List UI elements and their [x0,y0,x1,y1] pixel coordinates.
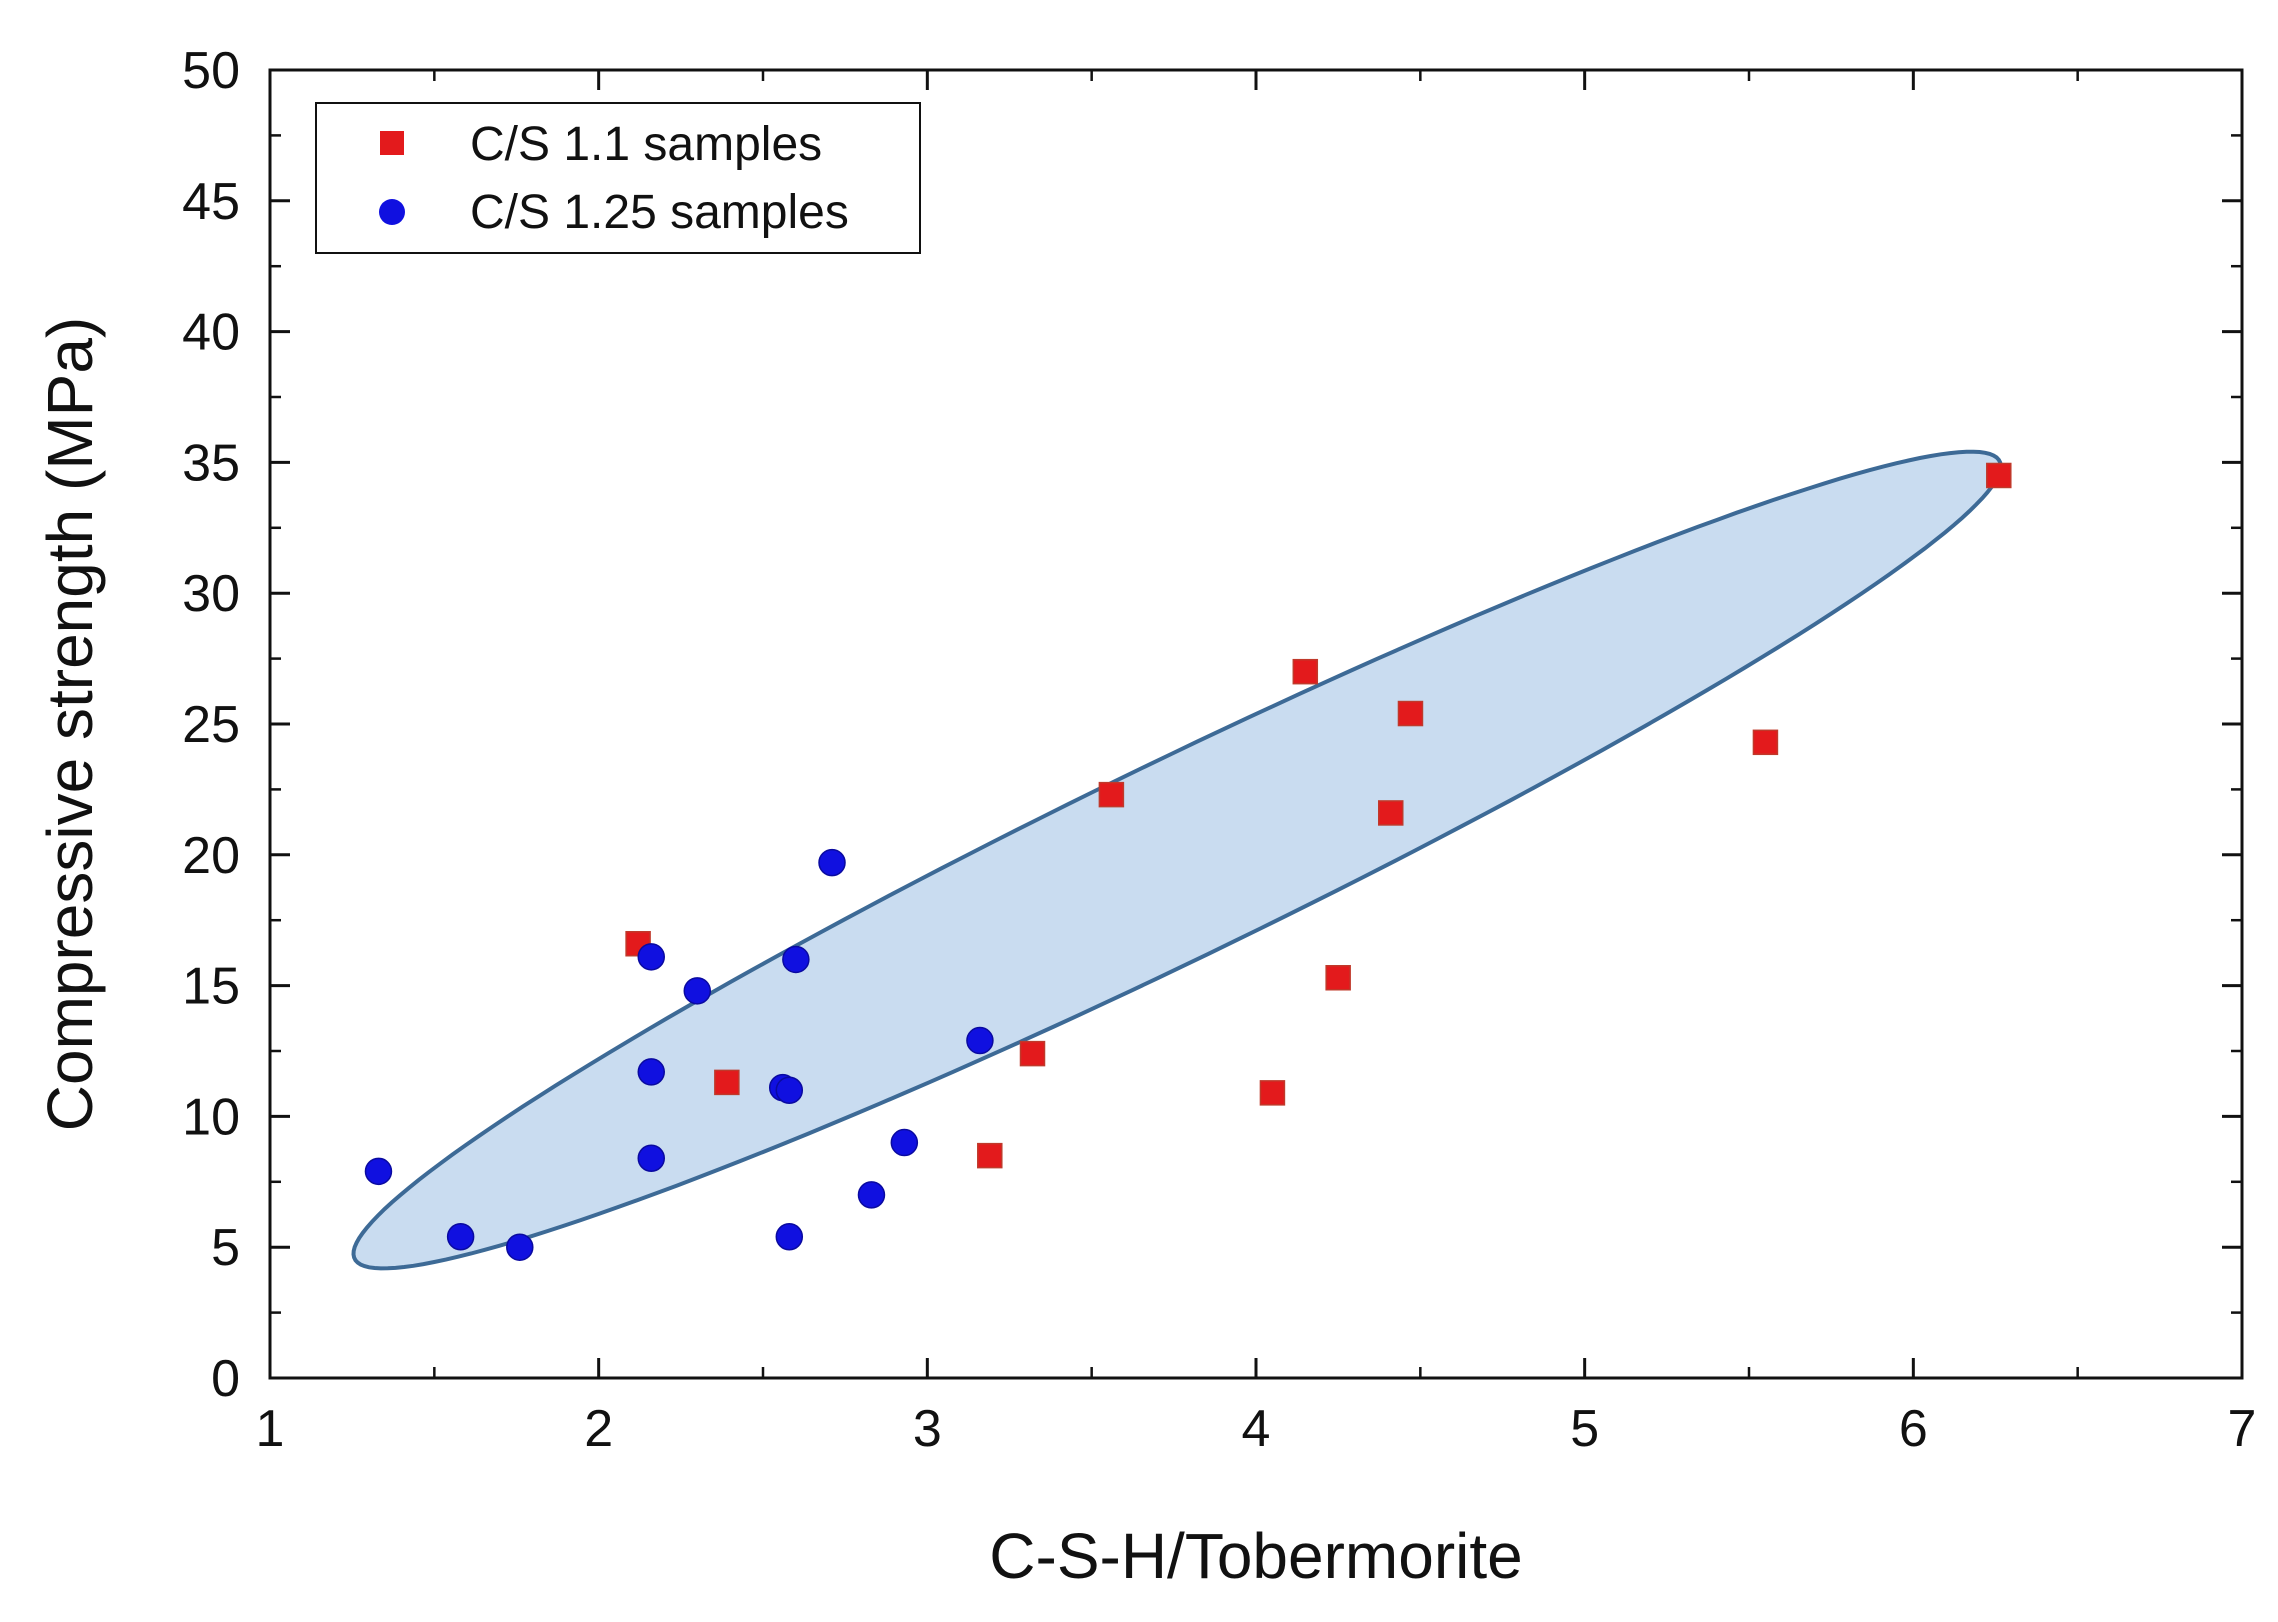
legend-marker-square [380,131,404,155]
data-point-square [1378,800,1404,826]
legend-box [315,102,921,254]
data-point-circle [637,1058,666,1086]
data-point-square [1292,658,1319,685]
y-tick-label: 40 [182,304,240,362]
data-point-square [1259,1080,1286,1106]
data-point-circle [782,945,810,974]
y-tick-label: 25 [182,696,240,754]
data-point-square [1098,781,1125,808]
data-point-square [1752,729,1779,756]
x-tick-label: 1 [256,1400,285,1458]
x-tick-label: 4 [1242,1400,1271,1458]
data-point-square [1019,1040,1046,1067]
data-point-circle [966,1026,994,1055]
legend-label-series-2: C/S 1.25 samples [470,186,849,239]
data-point-circle [637,1144,666,1173]
y-tick-label: 15 [182,958,240,1016]
data-point-circle [775,1222,804,1251]
data-point-square [1325,965,1351,991]
data-point-square [977,1142,1003,1169]
y-tick-label: 5 [211,1219,240,1277]
cluster-ellipse [351,449,2003,1271]
x-tick-label: 7 [2228,1400,2257,1458]
legend-marker-circle [379,199,405,225]
data-point-circle [683,977,712,1005]
data-point-circle [775,1076,804,1104]
data-point-circle [637,943,666,971]
y-tick-label: 20 [182,827,240,885]
y-tick-label: 50 [182,42,240,100]
data-point-circle [818,848,846,877]
y-tick-label: 35 [182,434,240,492]
y-tick-label: 0 [211,1350,240,1408]
x-tick-label: 3 [913,1400,942,1458]
x-axis-title: C-S-H/Tobermorite [989,1520,1522,1592]
data-point-circle [857,1181,886,1209]
data-points [364,462,2012,1261]
data-point-circle [506,1233,534,1261]
data-point-square [1397,700,1424,727]
y-tick-label: 30 [182,565,240,623]
series-1 [625,462,2012,1169]
y-tick-label: 10 [182,1088,240,1146]
x-tick-label: 6 [1899,1400,1928,1458]
data-point-square [1986,462,2012,489]
legend-label-series-1: C/S 1.1 samples [470,118,822,171]
y-tick-label: 45 [182,173,240,231]
series-2 [364,848,994,1261]
data-point-circle [364,1157,393,1186]
data-point-circle [890,1128,919,1157]
legend: C/S 1.1 samples C/S 1.25 samples [315,102,921,254]
y-axis-title: Compressive strength (MPa) [34,317,106,1131]
x-tick-label: 2 [584,1400,613,1458]
data-point-circle [446,1222,475,1251]
x-tick-label: 5 [1570,1400,1599,1458]
data-point-square [714,1069,740,1096]
